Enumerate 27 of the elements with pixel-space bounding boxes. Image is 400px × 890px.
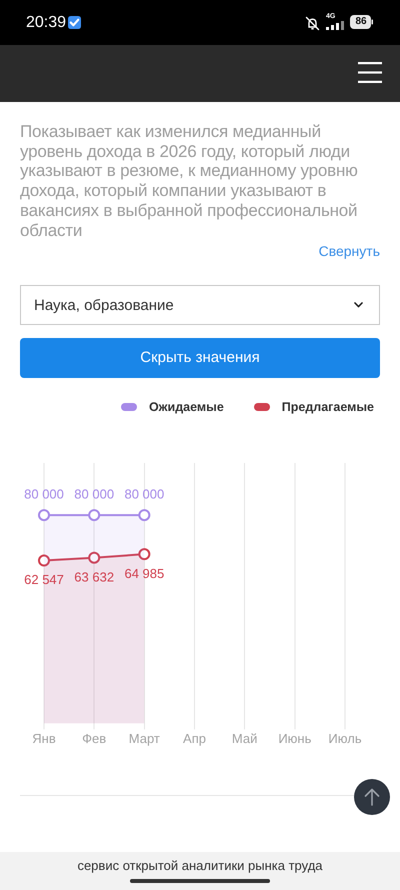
x-tick-label: Апр [183,730,206,746]
legend-label: Ожидаемые [148,399,224,415]
data-label: 64 985 [124,566,164,581]
legend-label: Предлагаемые [282,399,374,415]
x-tick-label: Июль [328,730,362,746]
point [88,552,100,564]
point [88,509,100,522]
text: сервис открытой аналитики рынка труда [76,858,324,873]
x-tick-label: Март [128,730,160,746]
data-label: 63 632 [74,569,114,584]
point [138,509,150,522]
point [138,548,150,560]
point [38,554,50,567]
dropdown-field: Наука, образование [20,285,380,325]
point [38,509,50,522]
text: Скрыть значения [139,349,261,367]
data-label: 62 547 [24,572,64,588]
x-tick-label: Май [232,730,258,746]
data-label: 80 000 [74,486,114,502]
data-label: 80 000 [124,486,164,502]
text: Свернуть [318,242,380,260]
text: 20:39 [26,14,66,32]
chart-subtitle: Показывает как изменился медианный уровень дохода в 2026 году, который люди указывают в резюме, к медианному уровню дохода, который компании указывают в вакансиях в выбранной профессиональной области [20,122,359,240]
x-tick-label: Июнь [278,730,312,746]
data-label: 80 000 [24,486,64,502]
x-tick-label: Фев [82,730,106,746]
x-tick-label: Янв [32,730,56,746]
